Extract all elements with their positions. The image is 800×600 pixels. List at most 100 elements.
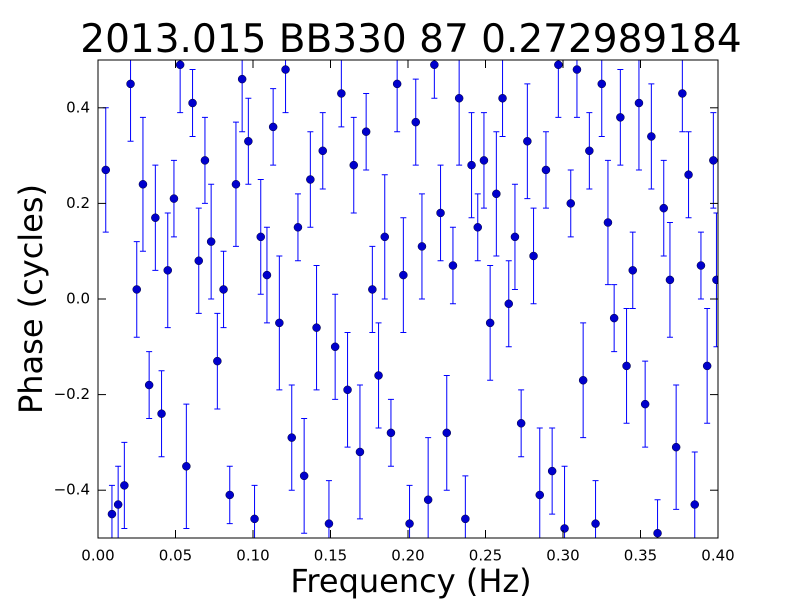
y-tick-label: 0.2 bbox=[66, 194, 90, 212]
data-point bbox=[454, 93, 464, 103]
data-point bbox=[355, 447, 365, 457]
data-point bbox=[560, 524, 569, 533]
data-point bbox=[120, 481, 129, 490]
data-point bbox=[529, 251, 538, 261]
x-tick-label: 0.35 bbox=[624, 547, 657, 565]
data-point bbox=[175, 60, 185, 70]
data-point bbox=[690, 500, 699, 509]
x-tick-label: 0.00 bbox=[81, 547, 114, 565]
data-point bbox=[200, 156, 210, 165]
data-point bbox=[510, 232, 520, 242]
plot-area bbox=[101, 60, 718, 538]
data-point bbox=[492, 189, 501, 199]
data-point bbox=[485, 318, 495, 328]
data-point bbox=[101, 165, 110, 175]
data-point bbox=[281, 65, 290, 74]
data-point bbox=[151, 213, 160, 222]
x-tick-label: 0.30 bbox=[546, 547, 579, 565]
data-point bbox=[591, 519, 600, 528]
data-point bbox=[188, 98, 197, 108]
data-point bbox=[585, 146, 594, 156]
y-axis-label: Phase (cycles) bbox=[12, 184, 50, 414]
data-point bbox=[678, 89, 687, 98]
data-point bbox=[405, 519, 414, 528]
data-point bbox=[622, 361, 631, 371]
data-point bbox=[609, 313, 619, 323]
data-point bbox=[535, 490, 544, 500]
data-point bbox=[324, 519, 334, 528]
data-point bbox=[132, 285, 141, 294]
x-tick-label: 0.40 bbox=[701, 547, 734, 565]
data-point bbox=[244, 137, 253, 146]
data-point bbox=[554, 60, 563, 70]
data-point bbox=[219, 285, 228, 294]
data-point bbox=[647, 132, 656, 141]
data-point bbox=[330, 342, 340, 352]
data-point bbox=[392, 79, 402, 89]
data-point bbox=[250, 514, 259, 524]
data-point bbox=[671, 442, 681, 452]
data-point bbox=[163, 266, 172, 275]
data-point bbox=[169, 194, 179, 203]
data-point bbox=[578, 376, 588, 385]
data-point bbox=[541, 165, 551, 175]
data-point bbox=[448, 261, 458, 270]
data-point bbox=[467, 160, 476, 170]
data-point bbox=[256, 232, 265, 242]
data-point bbox=[399, 270, 408, 280]
data-point bbox=[498, 93, 507, 103]
data-point bbox=[572, 65, 582, 74]
data-point bbox=[665, 275, 675, 285]
data-point bbox=[318, 146, 327, 156]
y-tick-label: 0.4 bbox=[66, 98, 90, 116]
y-tick-label: −0.2 bbox=[54, 385, 90, 403]
data-point bbox=[702, 361, 712, 371]
data-point bbox=[547, 466, 557, 476]
data-point bbox=[712, 275, 718, 285]
data-point bbox=[640, 399, 650, 409]
data-point bbox=[343, 385, 352, 395]
data-point bbox=[374, 371, 383, 380]
x-tick-label: 0.05 bbox=[159, 547, 192, 565]
data-point bbox=[275, 318, 284, 328]
data-point bbox=[194, 256, 203, 266]
data-point bbox=[213, 356, 222, 366]
data-point bbox=[628, 266, 637, 275]
data-point bbox=[603, 218, 613, 227]
data-point bbox=[411, 117, 420, 127]
ticks: 0.00 0.05 0.10 0.15 0.20 0.25 0.30 0.35 0.40 −0.4… bbox=[54, 60, 735, 565]
data-point bbox=[349, 160, 358, 170]
data-point bbox=[380, 232, 389, 242]
data-point bbox=[696, 261, 706, 270]
data-point bbox=[262, 270, 272, 280]
data-point bbox=[361, 127, 371, 136]
data-point bbox=[157, 409, 166, 418]
data-point bbox=[386, 428, 396, 438]
data-point bbox=[523, 137, 532, 146]
data-point bbox=[461, 514, 470, 524]
data-point bbox=[113, 500, 123, 509]
x-tick-label: 0.10 bbox=[236, 547, 269, 565]
data-point bbox=[417, 242, 427, 251]
x-tick-label: 0.20 bbox=[391, 547, 424, 565]
data-point bbox=[306, 175, 315, 184]
data-point bbox=[473, 223, 482, 232]
data-point bbox=[566, 199, 575, 208]
data-point bbox=[616, 113, 625, 122]
x-tick-label: 0.25 bbox=[469, 547, 502, 565]
y-tick-label: −0.4 bbox=[54, 481, 90, 499]
data-point bbox=[684, 170, 693, 179]
data-point bbox=[634, 98, 644, 108]
data-point bbox=[659, 203, 668, 213]
data-point bbox=[709, 156, 718, 165]
data-point bbox=[144, 380, 154, 390]
data-point bbox=[182, 462, 191, 471]
y-tick-label: 0.0 bbox=[66, 290, 90, 308]
data-point bbox=[126, 79, 135, 89]
data-point bbox=[516, 419, 526, 428]
data-point bbox=[436, 208, 445, 218]
data-point bbox=[293, 223, 303, 232]
data-point bbox=[368, 285, 377, 294]
